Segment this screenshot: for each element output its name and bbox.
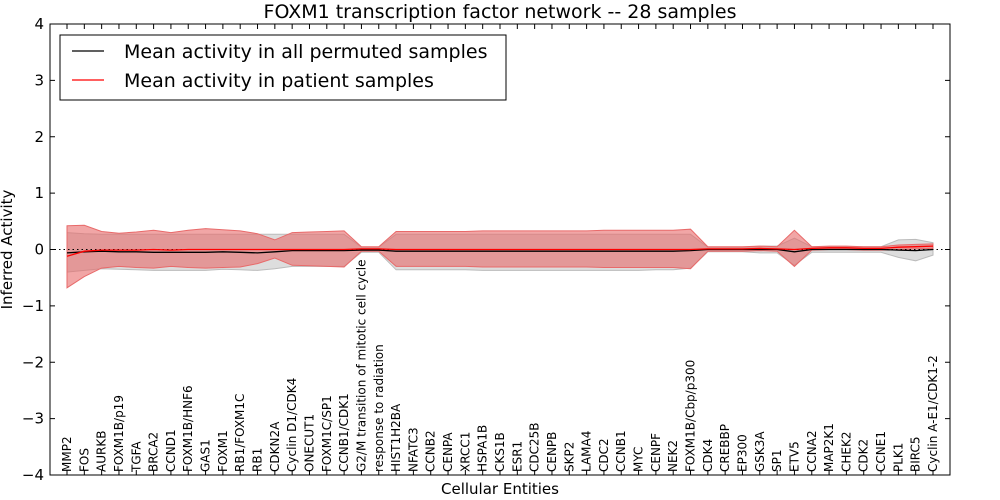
x-tick-label: CDK4 bbox=[701, 439, 715, 472]
x-tick-label: CKS1B bbox=[493, 432, 507, 472]
x-tick-label: RB1 bbox=[251, 448, 265, 472]
x-tick-label: BIRC5 bbox=[909, 436, 923, 472]
series-line-patient bbox=[66, 245, 934, 257]
x-tick-label: response to radiation bbox=[372, 344, 386, 472]
x-tick-label: Cyclin A-E1/CDK1-2 bbox=[926, 355, 940, 472]
x-tick-label: BRCA2 bbox=[147, 432, 161, 472]
x-tick-label: CCNB2 bbox=[424, 430, 438, 472]
x-tick-label: LAMA4 bbox=[580, 431, 594, 472]
y-tick-label: 0 bbox=[34, 241, 44, 259]
x-tick-label: CREBBP bbox=[718, 424, 732, 472]
x-tick-label: NEK2 bbox=[666, 440, 680, 472]
x-tick-label: CCNA2 bbox=[805, 430, 819, 472]
y-tick-label: −3 bbox=[22, 410, 44, 428]
x-tick-label: FOXM1B/HNF6 bbox=[181, 385, 195, 472]
y-tick-label: 1 bbox=[34, 184, 44, 202]
x-tick-label: FOXM1C/SP1 bbox=[320, 395, 334, 472]
x-tick-label: G2/M transition of mitotic cell cycle bbox=[354, 259, 368, 472]
y-tick-label: −2 bbox=[22, 353, 44, 371]
x-tick-label: AURKB bbox=[95, 431, 109, 472]
x-tick-label: CDC25B bbox=[528, 423, 542, 473]
x-tick-label: PLK1 bbox=[891, 443, 905, 472]
x-tick-label: GAS1 bbox=[199, 439, 213, 472]
x-tick-label: TGFA bbox=[129, 441, 143, 473]
x-tick-label: CCNE1 bbox=[874, 431, 888, 472]
x-tick-label: CHEK2 bbox=[839, 432, 853, 473]
x-tick-label: FOXM1B/p19 bbox=[112, 395, 126, 472]
x-tick-label: XRCC1 bbox=[458, 432, 472, 472]
y-tick-label: 4 bbox=[34, 15, 44, 33]
x-tick-label: HIST1H2BA bbox=[389, 403, 403, 472]
x-tick-label: MYC bbox=[632, 447, 646, 472]
x-tick-label: RB1/FOXM1C bbox=[233, 394, 247, 472]
x-tick-label: EP300 bbox=[736, 434, 750, 472]
series-line-permuted bbox=[66, 248, 934, 254]
legend-box bbox=[59, 34, 507, 101]
x-tick-label: ESR1 bbox=[510, 441, 524, 472]
x-tick-label: NFATC3 bbox=[406, 427, 420, 472]
legend: Mean activity in all permuted samples Me… bbox=[59, 34, 507, 101]
legend-label-patient: Mean activity in patient samples bbox=[124, 70, 434, 92]
band-patient bbox=[66, 224, 934, 289]
x-tick-label: MAP2K1 bbox=[822, 423, 836, 472]
chart-title: FOXM1 transcription factor network -- 28… bbox=[264, 1, 737, 23]
x-tick-label: FOS bbox=[77, 448, 91, 472]
x-tick-label: Cyclin D1/CDK4 bbox=[285, 378, 299, 472]
x-tick-label: CENPF bbox=[649, 433, 663, 472]
y-axis-label: Inferred Activity bbox=[0, 189, 16, 309]
x-tick-label: CDKN2A bbox=[268, 421, 282, 472]
x-tick-label: MMP2 bbox=[60, 436, 74, 472]
x-tick-label: CENPB bbox=[545, 432, 559, 472]
y-tick-label: 3 bbox=[34, 71, 44, 89]
x-tick-label: SP1 bbox=[770, 450, 784, 473]
y-tick-label: −4 bbox=[22, 466, 44, 484]
x-tick-label: FOXM1 bbox=[216, 430, 230, 472]
y-tick-label: −1 bbox=[22, 297, 44, 315]
x-tick-label: CCNB1/CDK1 bbox=[337, 393, 351, 472]
x-tick-label: SKP2 bbox=[562, 442, 576, 472]
x-tick-label: HSPA1B bbox=[476, 425, 490, 472]
x-tick-label: CENPA bbox=[441, 432, 455, 472]
x-tick-label: GSK3A bbox=[753, 431, 767, 472]
x-tick-label: CDK2 bbox=[857, 439, 871, 472]
y-tick-label: 2 bbox=[34, 128, 44, 146]
x-tick-label: CCND1 bbox=[164, 429, 178, 472]
x-tick-label: CDC2 bbox=[597, 438, 611, 472]
x-tick-label: FOXM1B/Cbp/p300 bbox=[684, 360, 698, 472]
x-tick-label: ONECUT1 bbox=[303, 414, 317, 472]
x-axis-label: Cellular Entities bbox=[441, 480, 559, 498]
x-tick-label: ETV5 bbox=[787, 441, 801, 472]
legend-label-permuted: Mean activity in all permuted samples bbox=[124, 41, 487, 63]
x-tick-label: CCNB1 bbox=[614, 430, 628, 472]
